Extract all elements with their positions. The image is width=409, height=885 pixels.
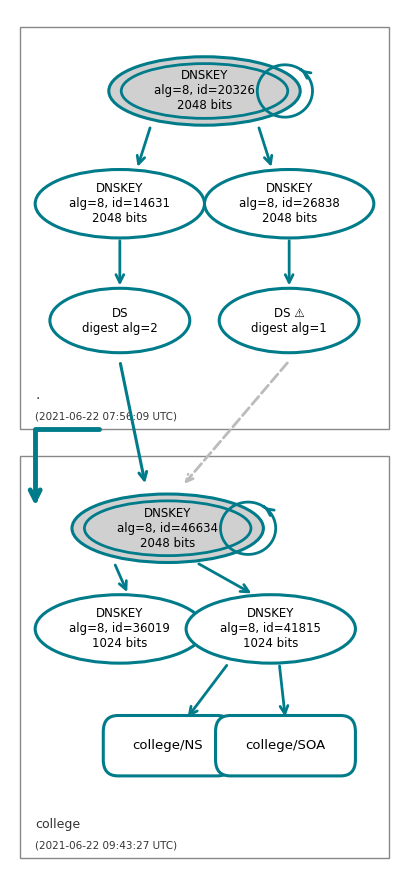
Ellipse shape [35, 170, 205, 238]
Ellipse shape [50, 289, 190, 353]
Text: DNSKEY
alg=8, id=41815
1024 bits: DNSKEY alg=8, id=41815 1024 bits [220, 607, 321, 650]
Ellipse shape [204, 170, 374, 238]
Text: DNSKEY
alg=8, id=46634
2048 bits: DNSKEY alg=8, id=46634 2048 bits [117, 507, 218, 550]
Ellipse shape [219, 289, 359, 353]
FancyBboxPatch shape [20, 27, 389, 429]
Text: (2021-06-22 09:43:27 UTC): (2021-06-22 09:43:27 UTC) [35, 841, 177, 850]
Text: DNSKEY
alg=8, id=26838
2048 bits: DNSKEY alg=8, id=26838 2048 bits [239, 182, 339, 225]
Text: DS ⚠
digest alg=1: DS ⚠ digest alg=1 [251, 306, 327, 335]
Text: college: college [35, 819, 80, 831]
Text: DNSKEY
alg=8, id=20326
2048 bits: DNSKEY alg=8, id=20326 2048 bits [154, 70, 255, 112]
Ellipse shape [109, 57, 300, 125]
Text: DNSKEY
alg=8, id=14631
2048 bits: DNSKEY alg=8, id=14631 2048 bits [70, 182, 170, 225]
FancyBboxPatch shape [103, 715, 232, 776]
Ellipse shape [72, 494, 263, 563]
Ellipse shape [35, 595, 205, 663]
Text: (2021-06-22 07:56:09 UTC): (2021-06-22 07:56:09 UTC) [35, 412, 177, 421]
Text: college/NS: college/NS [133, 739, 203, 752]
Ellipse shape [186, 595, 355, 663]
FancyBboxPatch shape [20, 456, 389, 858]
Text: college/SOA: college/SOA [245, 739, 326, 752]
FancyBboxPatch shape [216, 715, 355, 776]
Text: DS
digest alg=2: DS digest alg=2 [82, 306, 158, 335]
Text: .: . [35, 388, 40, 402]
Text: DNSKEY
alg=8, id=36019
1024 bits: DNSKEY alg=8, id=36019 1024 bits [70, 607, 170, 650]
